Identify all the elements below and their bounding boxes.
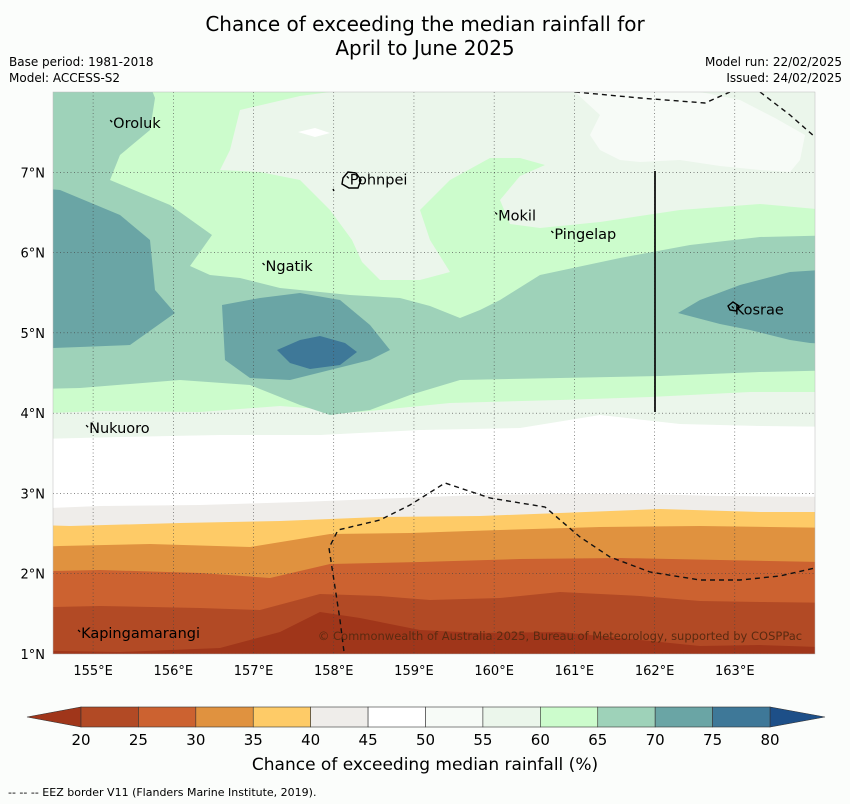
lon-tick-label: 162°E	[635, 664, 675, 679]
colorbar-label: Chance of exceeding median rainfall (%)	[251, 755, 599, 775]
colorbar-swatch	[367, 706, 426, 728]
lon-tick-label: 157°E	[234, 664, 274, 679]
copyright-notice: © Commonwealth of Australia 2025, Bureau…	[318, 629, 802, 643]
lon-tick-label: 160°E	[474, 664, 514, 679]
colorbar-extend-high	[769, 706, 826, 728]
lat-tick-label: 2°N	[21, 568, 46, 583]
place-label: Oroluk	[113, 116, 161, 132]
place-marker	[346, 175, 350, 179]
colorbar-tick-label: 65	[588, 731, 607, 749]
colorbar-swatch	[252, 706, 311, 728]
colorbar-tick-label: 80	[760, 731, 779, 749]
place-marker	[85, 424, 89, 428]
colorbar-tick-label: 30	[186, 731, 205, 749]
band-40-45	[53, 494, 815, 526]
lat-tick-label: 5°N	[21, 327, 46, 342]
longitude-tick-labels: 155°E 156°E 157°E 158°E 159°E 160°E 161°E 162°E…	[73, 664, 754, 679]
colorbar-tick-label: 40	[301, 731, 320, 749]
colorbar-tick-label: 75	[703, 731, 722, 749]
pohnpei-islet	[332, 188, 335, 192]
issued-date: Issued: 24/02/2025	[726, 71, 842, 85]
place-label: Pohnpei	[350, 172, 408, 188]
place-marker	[262, 262, 266, 266]
lon-tick-label: 158°E	[314, 664, 354, 679]
map-grid	[53, 92, 815, 654]
base-period: Base period: 1981-2018	[9, 55, 154, 69]
place-label: Kosrae	[735, 302, 784, 318]
place-marker	[731, 305, 735, 309]
place-marker	[550, 230, 554, 234]
lon-tick-label: 161°E	[555, 664, 595, 679]
colorbar-swatch	[425, 706, 484, 728]
meta-right: Model run: 22/02/2025 Issued: 24/02/2025	[705, 54, 842, 86]
colorbar-swatch	[310, 706, 369, 728]
band-75-80	[277, 336, 357, 369]
colorbar-swatch	[138, 706, 197, 728]
lat-tick-label: 4°N	[21, 407, 46, 422]
colorbar-tick-label: 70	[646, 731, 665, 749]
eez-legend-note: -- -- -- EEZ border V11 (Flanders Marine…	[8, 786, 317, 799]
lon-tick-label: 159°E	[394, 664, 434, 679]
model-run: Model run: 22/02/2025	[704, 55, 842, 69]
pohnpei-island-shape	[341, 171, 362, 189]
lon-tick-label: 163°E	[715, 664, 755, 679]
eez-border	[574, 92, 815, 138]
title-line-2: April to June 2025	[335, 36, 515, 60]
map-title: Chance of exceeding the median rainfall …	[0, 12, 850, 60]
band-55-60-patch	[575, 92, 805, 172]
colorbar-tick-label: 25	[129, 731, 148, 749]
colorbar-swatch	[654, 706, 713, 728]
lat-tick-label: 7°N	[21, 166, 46, 181]
place-labels: Oroluk Pohnpei Mokil Pingelap Ngatik Kosrae Nu…	[77, 116, 784, 642]
colorbar-swatch	[482, 706, 541, 728]
latitude-tick-labels: 1°N 2°N 3°N 4°N 5°N 6°N 7°N	[21, 166, 46, 663]
place-label: Kapingamarangi	[81, 626, 200, 642]
lat-tick-label: 6°N	[21, 247, 46, 262]
place-label: Mokil	[498, 208, 536, 224]
colorbar-tick-label: 60	[531, 731, 550, 749]
title-line-1: Chance of exceeding the median rainfall …	[205, 12, 645, 36]
place-marker	[77, 629, 81, 633]
colorbar-tick-label: 20	[71, 731, 90, 749]
colorbar-tick-label: 35	[244, 731, 263, 749]
colorbar-extend-low	[26, 706, 82, 728]
eez-border-south	[328, 482, 815, 654]
colorbar-tick-label: 55	[473, 731, 492, 749]
colorbar-tick-label: 50	[416, 731, 435, 749]
place-marker	[109, 119, 113, 123]
place-label: Ngatik	[266, 259, 314, 275]
colorbar-swatch	[195, 706, 254, 728]
colorbar-swatch	[540, 706, 599, 728]
band-below-20	[53, 612, 815, 654]
kosrae-island-shape	[727, 301, 740, 312]
colorbar-swatch	[597, 706, 656, 728]
place-label: Pingelap	[554, 227, 616, 243]
lat-tick-label: 1°N	[21, 648, 46, 663]
place-marker	[494, 211, 498, 215]
colorbar-swatch	[712, 706, 771, 728]
colorbar-tick-label: 45	[359, 731, 378, 749]
band-55-60-patch-small	[298, 128, 330, 137]
colorbar-swatch	[80, 706, 139, 728]
lat-tick-label: 3°N	[21, 487, 46, 502]
lon-tick-label: 155°E	[73, 664, 113, 679]
lon-tick-label: 156°E	[154, 664, 194, 679]
model-name: Model: ACCESS-S2	[9, 71, 121, 85]
band-70-75	[53, 189, 815, 380]
colorbar: 20 25 30 35 40 45 50 55 60 65 70 75 80	[26, 706, 826, 749]
map-frame	[52, 91, 816, 655]
place-label: Nukuoro	[89, 421, 150, 437]
meta-left: Base period: 1981-2018 Model: ACCESS-S2	[9, 54, 154, 86]
